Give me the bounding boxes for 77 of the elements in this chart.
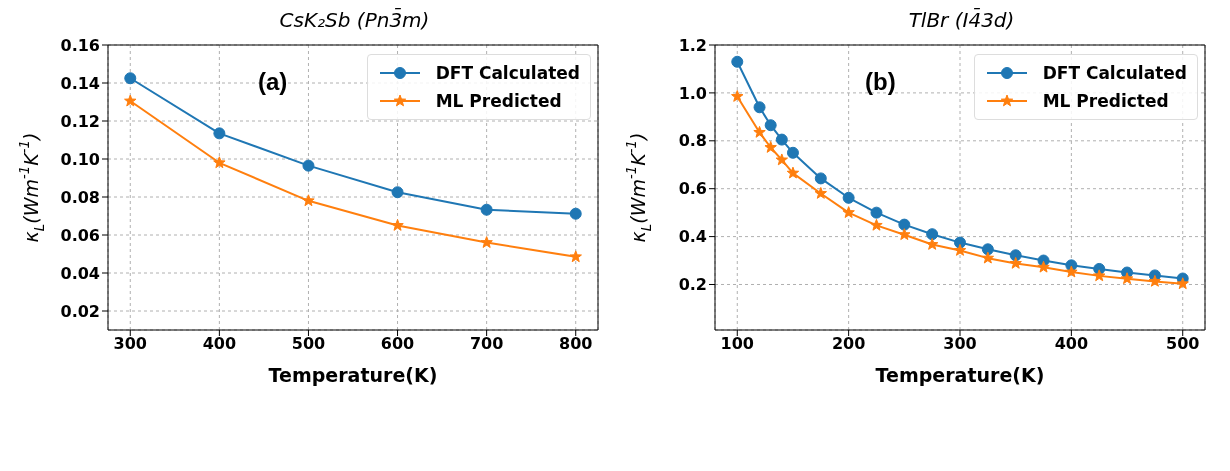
- point: [926, 228, 939, 241]
- point: [898, 218, 911, 231]
- point: [775, 133, 788, 146]
- x-tick-label: 600: [380, 334, 415, 354]
- x-tick-label: 200: [831, 334, 866, 354]
- x-tick-label: 300: [943, 334, 977, 354]
- point: [391, 219, 404, 231]
- y-tick-label: 0.16: [60, 35, 100, 55]
- point: [391, 186, 404, 199]
- y-tick-label: 0.02: [60, 301, 100, 321]
- x-tick-label: 400: [1054, 334, 1089, 354]
- y-tick-label: 0.04: [60, 263, 100, 283]
- point: [731, 55, 744, 68]
- point: [786, 146, 799, 159]
- point: [953, 243, 967, 256]
- x-tick-label: 100: [720, 334, 754, 354]
- point: [302, 194, 315, 207]
- x-tick-label: 400: [202, 334, 237, 354]
- chart-title: TlBr (I4̄3d): [907, 8, 1016, 32]
- point: [124, 72, 137, 85]
- point: [1009, 256, 1022, 269]
- legend-label: DFT Calculated: [1042, 63, 1187, 83]
- point: [569, 250, 582, 263]
- point: [1148, 274, 1162, 287]
- point: [814, 186, 827, 199]
- chart-title: CsK₂Sb (Pn3̄m): [278, 8, 431, 32]
- y-tick-label: 0.08: [60, 187, 100, 207]
- y-tick-label: 1.0: [678, 83, 707, 103]
- y-tick-label: 0.06: [60, 225, 100, 245]
- y-tick-label: 1.2: [678, 35, 707, 55]
- point: [1120, 272, 1134, 285]
- x-tick-label: 300: [113, 334, 147, 354]
- point: [1065, 265, 1078, 278]
- point: [898, 228, 911, 241]
- y-tick-label: 0.14: [60, 73, 100, 93]
- point: [124, 94, 137, 107]
- x-axis-title: Temperature(K): [268, 364, 438, 386]
- point: [764, 119, 777, 132]
- x-tick-label: 500: [291, 334, 326, 354]
- y-tick-label: 0.12: [60, 111, 100, 131]
- point: [480, 203, 493, 216]
- point: [981, 251, 995, 264]
- x-tick-label: 700: [469, 334, 504, 354]
- point: [870, 206, 883, 219]
- point: [786, 166, 800, 179]
- point: [1176, 277, 1189, 290]
- y-tick-label: 0.4: [678, 227, 707, 247]
- point: [1093, 269, 1106, 282]
- y-tick-label: 0.6: [678, 179, 707, 199]
- legend-label: ML Predicted: [1042, 91, 1169, 111]
- point: [775, 153, 789, 166]
- point: [814, 172, 827, 185]
- point: [842, 206, 855, 218]
- point: [925, 238, 939, 250]
- point: [981, 243, 994, 256]
- point: [1037, 260, 1050, 273]
- point: [753, 125, 766, 138]
- x-axis-title: Temperature(K): [875, 364, 1045, 386]
- point: [302, 159, 315, 172]
- point: [213, 127, 226, 140]
- point: [842, 191, 855, 204]
- legend-label: ML Predicted: [435, 91, 562, 111]
- point: [569, 207, 582, 220]
- point: [480, 236, 493, 248]
- legend-label: DFT Calculated: [435, 63, 580, 83]
- point: [753, 101, 766, 114]
- y-tick-label: 0.10: [60, 149, 100, 169]
- x-tick-label: 500: [1166, 334, 1200, 354]
- annotation: (a): [258, 68, 288, 96]
- point: [870, 218, 883, 231]
- y-tick-label: 0.8: [678, 131, 707, 151]
- annotation: (b): [865, 68, 896, 96]
- y-tick-label: 0.2: [678, 275, 707, 295]
- point: [764, 141, 777, 153]
- point: [213, 156, 226, 169]
- x-tick-label: 800: [559, 334, 593, 354]
- point: [731, 89, 744, 102]
